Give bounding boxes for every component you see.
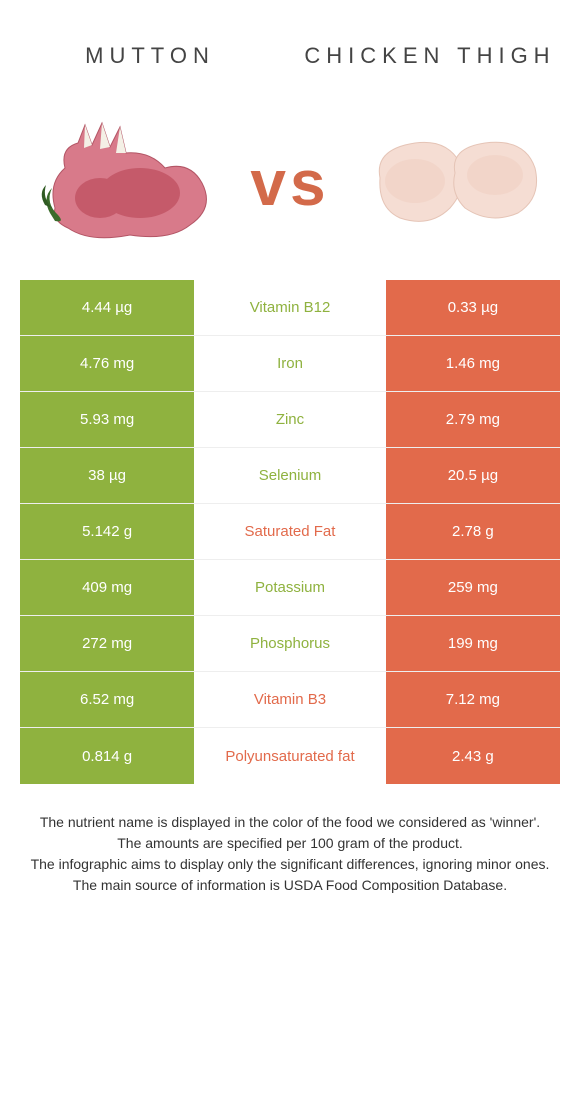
nutrient-label: Phosphorus xyxy=(194,616,386,671)
table-row: 5.142 gSaturated Fat2.78 g xyxy=(20,504,560,560)
footer-notes: The nutrient name is displayed in the co… xyxy=(0,784,580,896)
nutrient-label: Iron xyxy=(194,336,386,391)
nutrient-label: Vitamin B12 xyxy=(194,280,386,335)
right-food-title: Chicken Thigh xyxy=(304,42,556,71)
footer-line: The nutrient name is displayed in the co… xyxy=(18,812,562,833)
table-row: 4.76 mgIron1.46 mg xyxy=(20,336,560,392)
right-value: 0.33 µg xyxy=(386,280,560,335)
image-row: vs xyxy=(0,95,580,280)
right-value: 2.79 mg xyxy=(386,392,560,447)
right-value: 7.12 mg xyxy=(386,672,560,727)
nutrient-label: Polyunsaturated fat xyxy=(194,728,386,784)
left-food-title: Mutton xyxy=(24,42,276,71)
right-value: 2.43 g xyxy=(386,728,560,784)
left-value: 0.814 g xyxy=(20,728,194,784)
left-value: 38 µg xyxy=(20,448,194,503)
left-value: 4.76 mg xyxy=(20,336,194,391)
right-value: 20.5 µg xyxy=(386,448,560,503)
nutrient-label: Zinc xyxy=(194,392,386,447)
left-value: 5.142 g xyxy=(20,504,194,559)
right-value: 2.78 g xyxy=(386,504,560,559)
mutton-image xyxy=(30,113,230,253)
footer-line: The amounts are specified per 100 gram o… xyxy=(18,833,562,854)
chicken-thigh-image xyxy=(350,113,550,253)
table-row: 409 mgPotassium259 mg xyxy=(20,560,560,616)
left-value: 6.52 mg xyxy=(20,672,194,727)
footer-line: The infographic aims to display only the… xyxy=(18,854,562,875)
right-value: 1.46 mg xyxy=(386,336,560,391)
right-value: 259 mg xyxy=(386,560,560,615)
left-value: 4.44 µg xyxy=(20,280,194,335)
left-value: 5.93 mg xyxy=(20,392,194,447)
left-value: 409 mg xyxy=(20,560,194,615)
table-row: 5.93 mgZinc2.79 mg xyxy=(20,392,560,448)
left-value: 272 mg xyxy=(20,616,194,671)
comparison-table: 4.44 µgVitamin B120.33 µg4.76 mgIron1.46… xyxy=(0,280,580,784)
table-row: 6.52 mgVitamin B37.12 mg xyxy=(20,672,560,728)
table-row: 272 mgPhosphorus199 mg xyxy=(20,616,560,672)
vs-label: vs xyxy=(250,146,329,220)
nutrient-label: Vitamin B3 xyxy=(194,672,386,727)
right-value: 199 mg xyxy=(386,616,560,671)
header: Mutton Chicken Thigh xyxy=(0,0,580,95)
nutrient-label: Selenium xyxy=(194,448,386,503)
table-row: 0.814 gPolyunsaturated fat2.43 g xyxy=(20,728,560,784)
table-row: 38 µgSelenium20.5 µg xyxy=(20,448,560,504)
footer-line: The main source of information is USDA F… xyxy=(18,875,562,896)
table-row: 4.44 µgVitamin B120.33 µg xyxy=(20,280,560,336)
nutrient-label: Saturated Fat xyxy=(194,504,386,559)
nutrient-label: Potassium xyxy=(194,560,386,615)
